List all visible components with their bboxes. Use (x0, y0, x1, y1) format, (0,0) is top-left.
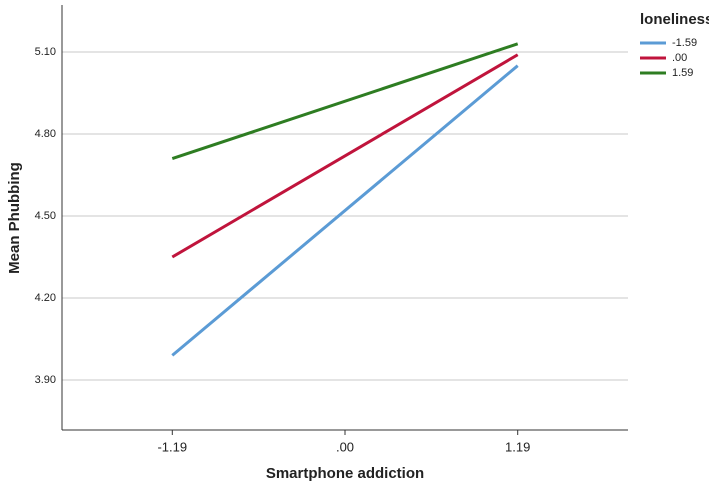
x-tick-label: -1.19 (157, 439, 187, 454)
y-tick-label: 4.80 (35, 128, 56, 140)
legend-label: -1.59 (672, 37, 697, 49)
y-axis-title: Mean Phubbing (6, 162, 23, 274)
y-tick-label: 3.90 (35, 374, 56, 386)
y-tick-label: 4.50 (35, 210, 56, 222)
x-axis-title: Smartphone addiction (266, 465, 424, 482)
y-tick-label: 5.10 (35, 46, 56, 58)
x-tick-label: .00 (336, 439, 354, 454)
line-series (171, 64, 519, 357)
legend-title: loneliness (640, 11, 709, 28)
legend-label: 1.59 (672, 67, 693, 79)
line-series (171, 42, 519, 161)
x-tick-label: 1.19 (505, 439, 530, 454)
line-series (171, 53, 519, 259)
legend-label: .00 (672, 52, 687, 64)
y-tick-label: 4.20 (35, 292, 56, 304)
